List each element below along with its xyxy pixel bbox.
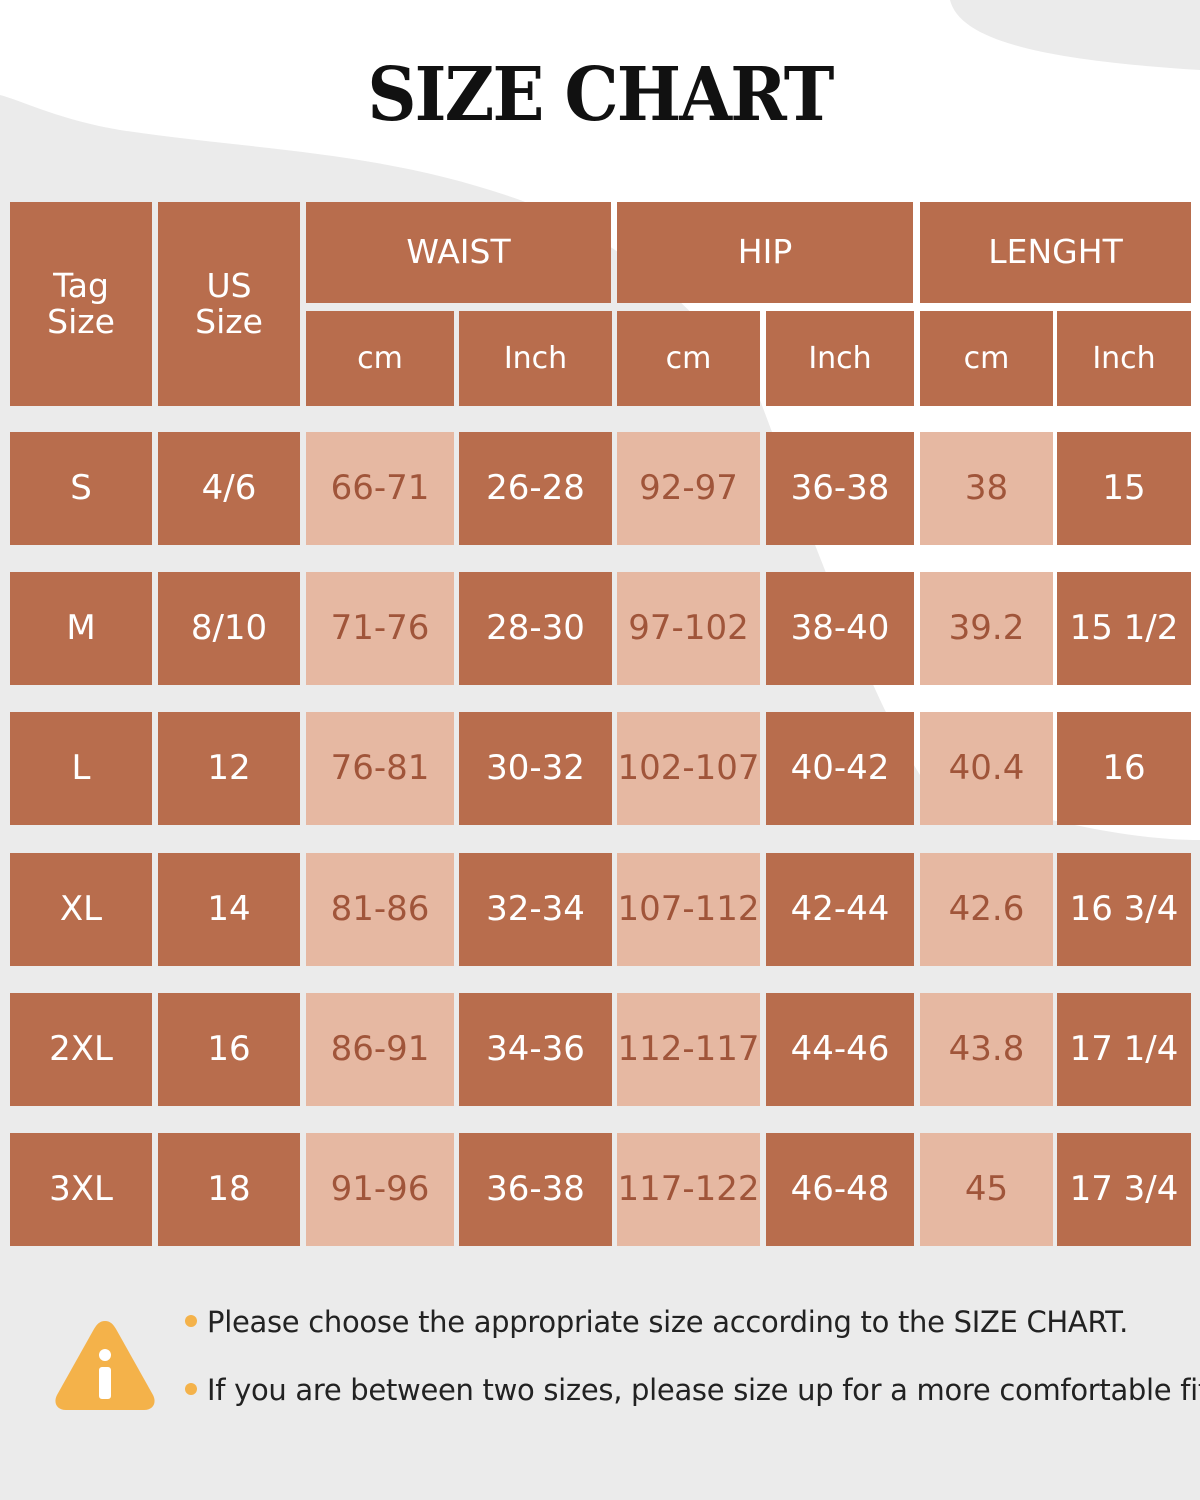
table-cell: S	[10, 432, 152, 545]
table-cell: 3XL	[10, 1133, 152, 1246]
note-item: Please choose the appropriate size accor…	[185, 1305, 1128, 1339]
table-cell: 34-36	[459, 993, 612, 1106]
table-cell: 91-96	[306, 1133, 454, 1246]
table-cell: 76-81	[306, 712, 454, 825]
table-cell: 46-48	[766, 1133, 914, 1246]
table-cell: 81-86	[306, 853, 454, 966]
table-cell: XL	[10, 853, 152, 966]
table-cell: 18	[158, 1133, 300, 1246]
note-item: If you are between two sizes, please siz…	[185, 1373, 1200, 1407]
table-cell: 16	[1057, 712, 1191, 825]
table-cell: 44-46	[766, 993, 914, 1106]
table-cell: 38-40	[766, 572, 914, 685]
table-cell: M	[10, 572, 152, 685]
table-cell: 15 1/2	[1057, 572, 1191, 685]
table-cell: 40-42	[766, 712, 914, 825]
table-cell: 32-34	[459, 853, 612, 966]
table-cell: 39.2	[920, 572, 1053, 685]
table-cell: 71-76	[306, 572, 454, 685]
table-cell: 30-32	[459, 712, 612, 825]
table-cell: 66-71	[306, 432, 454, 545]
table-cell: 107-112	[617, 853, 760, 966]
header-unit: Inch	[1057, 311, 1191, 406]
table-cell: 4/6	[158, 432, 300, 545]
table-cell: 36-38	[459, 1133, 612, 1246]
warning-info-icon	[55, 1321, 155, 1410]
page-title: SIZE CHART	[367, 52, 834, 138]
table-cell: 26-28	[459, 432, 612, 545]
header-tag-size: Tag Size	[10, 202, 152, 406]
table-cell: 45	[920, 1133, 1053, 1246]
table-cell: 8/10	[158, 572, 300, 685]
bullet-icon	[185, 1383, 197, 1395]
table-cell: 36-38	[766, 432, 914, 545]
table-cell: 97-102	[617, 572, 760, 685]
header-unit: cm	[617, 311, 760, 406]
table-cell: 117-122	[617, 1133, 760, 1246]
table-cell: 112-117	[617, 993, 760, 1106]
table-cell: 92-97	[617, 432, 760, 545]
header-us-size: US Size	[158, 202, 300, 406]
table-cell: 43.8	[920, 993, 1053, 1106]
table-cell: 86-91	[306, 993, 454, 1106]
table-cell: 40.4	[920, 712, 1053, 825]
table-cell: 102-107	[617, 712, 760, 825]
header-hip: HIP	[617, 202, 913, 303]
header-length: LENGHT	[920, 202, 1191, 303]
table-cell: 28-30	[459, 572, 612, 685]
bullet-icon	[185, 1315, 197, 1327]
table-cell: 42.6	[920, 853, 1053, 966]
header-unit: cm	[306, 311, 454, 406]
header-unit: Inch	[766, 311, 914, 406]
header-unit: cm	[920, 311, 1053, 406]
table-cell: L	[10, 712, 152, 825]
header-unit: Inch	[459, 311, 612, 406]
table-cell: 17 1/4	[1057, 993, 1191, 1106]
table-cell: 17 3/4	[1057, 1133, 1191, 1246]
table-cell: 42-44	[766, 853, 914, 966]
table-cell: 38	[920, 432, 1053, 545]
table-cell: 12	[158, 712, 300, 825]
table-cell: 15	[1057, 432, 1191, 545]
table-cell: 14	[158, 853, 300, 966]
table-cell: 16 3/4	[1057, 853, 1191, 966]
table-cell: 2XL	[10, 993, 152, 1106]
header-waist: WAIST	[306, 202, 611, 303]
table-cell: 16	[158, 993, 300, 1106]
